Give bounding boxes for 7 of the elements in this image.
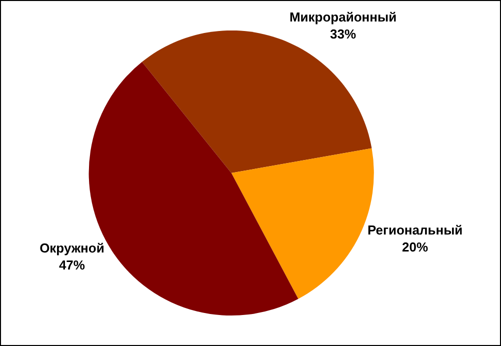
slice-label: Микрорайонный (289, 10, 397, 25)
data-label: 33% (330, 26, 356, 42)
data-label: 20% (402, 240, 428, 255)
pie-slice (142, 30, 372, 173)
slice-label: Окружной (40, 240, 104, 256)
slice-label: Региональный (367, 222, 463, 238)
data-label: 47% (58, 257, 86, 272)
